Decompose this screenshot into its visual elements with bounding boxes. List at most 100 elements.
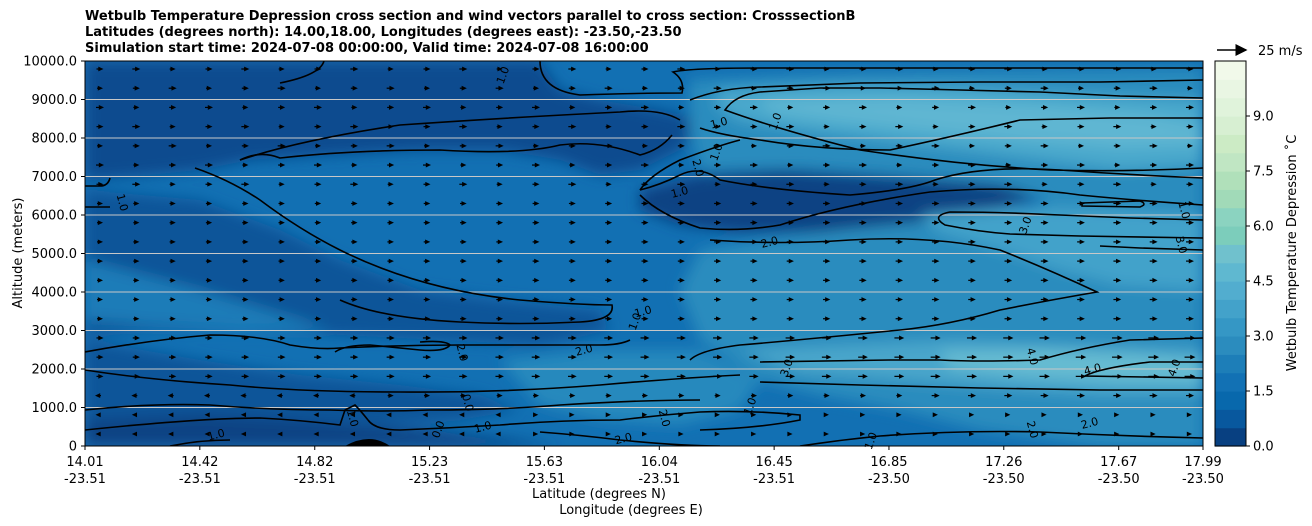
wind-vector <box>1077 412 1083 418</box>
wind-vector <box>786 297 794 302</box>
wind-vector <box>786 258 794 264</box>
wind-vector <box>677 277 685 283</box>
wind-vector <box>314 220 322 226</box>
wind-vector <box>678 105 685 110</box>
wind-vector <box>894 373 905 379</box>
wind-vector <box>714 412 720 418</box>
wind-vector <box>931 297 940 302</box>
contour-line <box>1081 200 1145 208</box>
wind-vector <box>133 277 140 283</box>
wind-vector <box>132 124 141 130</box>
wind-vector <box>677 143 685 149</box>
wind-vector <box>1077 201 1085 206</box>
contour-label: 1.0 <box>114 192 131 212</box>
wind-vector <box>533 431 539 437</box>
wind-vector <box>1186 316 1194 322</box>
wind-vector <box>278 105 286 110</box>
wind-vector <box>1150 431 1156 437</box>
wind-vector <box>751 412 757 418</box>
wind-vector <box>95 431 101 437</box>
wind-vector <box>496 297 504 302</box>
wind-vector <box>677 124 686 130</box>
wind-vector <box>895 66 904 72</box>
y-tick-label: 6000.0 <box>32 209 78 224</box>
wind-vector <box>242 201 249 206</box>
wind-vector <box>205 201 213 206</box>
wind-vector <box>241 354 250 360</box>
contour-line <box>1081 361 1203 379</box>
wind-vector <box>823 220 831 226</box>
wind-vector <box>459 335 468 341</box>
colorbar-band <box>1215 391 1246 410</box>
wind-vector <box>314 181 322 187</box>
wind-vector <box>1040 85 1049 91</box>
wind-vector <box>532 220 540 226</box>
contour-label: 1.0 <box>494 65 512 86</box>
wind-vector <box>205 354 213 360</box>
wind-vector <box>205 258 213 264</box>
wind-vector <box>1004 239 1013 245</box>
wind-vector <box>241 85 249 91</box>
wind-vector <box>641 201 649 206</box>
wind-vector <box>641 220 649 226</box>
wind-vector <box>786 316 794 322</box>
wind-vector <box>895 124 904 130</box>
wind-vector <box>568 239 576 245</box>
wind-vector <box>96 373 104 379</box>
wind-vector <box>896 393 903 398</box>
wind-vector <box>1040 239 1049 245</box>
wind-vector <box>133 258 140 264</box>
wind-vector <box>859 105 867 110</box>
wind-vector <box>386 354 395 360</box>
wind-vector <box>678 431 684 437</box>
contour-label: 1.0 <box>709 115 729 132</box>
x-tick-label-lon: -23.51 <box>294 472 336 487</box>
contour-label: 2.0 <box>656 408 673 428</box>
wind-vector <box>604 143 613 149</box>
wind-vector <box>315 143 321 149</box>
wind-vector <box>1113 277 1122 283</box>
wind-vector <box>314 335 322 341</box>
region-dark-bottom <box>85 415 560 446</box>
wind-vector <box>1186 297 1194 302</box>
wind-vector <box>642 431 648 437</box>
contour-line <box>279 61 325 84</box>
wind-vector <box>786 124 795 130</box>
wind-vector <box>1077 124 1085 130</box>
wind-vector <box>969 431 975 437</box>
region-lighter-low-right <box>940 350 1203 382</box>
wind-vector <box>859 277 867 283</box>
wind-vector <box>277 143 286 149</box>
wind-vector <box>241 124 250 130</box>
wind-vector <box>1113 143 1121 149</box>
wind-vector <box>205 373 213 379</box>
wind-vector <box>1040 297 1049 302</box>
wind-vector <box>1186 66 1194 72</box>
wind-vector <box>641 277 649 283</box>
wind-vector <box>241 335 250 341</box>
wind-vector <box>132 143 140 149</box>
wind-vector <box>386 373 395 379</box>
wind-vector <box>533 85 539 91</box>
wind-vector <box>240 393 247 398</box>
wind-vector <box>1113 181 1122 187</box>
wind-vector <box>786 85 794 91</box>
wind-vector <box>277 431 283 437</box>
wind-vector <box>786 220 794 226</box>
y-tick-label: 4000.0 <box>32 286 78 301</box>
wind-vector <box>678 162 685 168</box>
wind-vector <box>532 258 540 264</box>
wind-vector <box>314 124 322 130</box>
contour-line <box>85 404 369 431</box>
wind-vector <box>1114 162 1121 168</box>
wind-vector <box>387 393 394 398</box>
wind-vector <box>314 201 322 206</box>
region-lighter-upper-right <box>760 98 1203 148</box>
wind-vector <box>459 373 468 379</box>
wind-vector <box>97 277 103 283</box>
wind-vector <box>131 431 138 437</box>
colorbar-tick-label: 9.0 <box>1253 110 1274 125</box>
contour-label: 3.0 <box>1173 235 1190 255</box>
wind-vector <box>350 335 359 341</box>
wind-vector <box>1039 354 1050 360</box>
